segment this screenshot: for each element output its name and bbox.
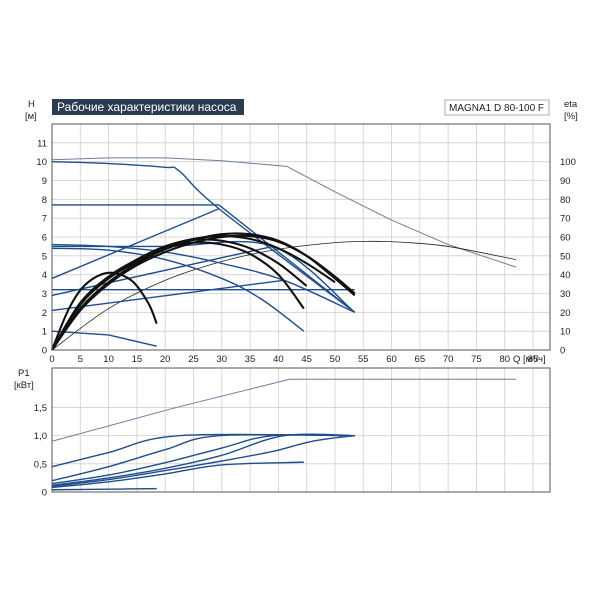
head-axis-label: H <box>28 99 35 110</box>
power-curve <box>51 461 304 489</box>
head-tick-label: 2 <box>42 308 47 319</box>
flow-tick-label: 0 <box>49 354 54 365</box>
flow-tick-label: 70 <box>443 354 454 365</box>
efficiency-curve <box>51 234 356 351</box>
eta-tick-label: 30 <box>560 289 571 300</box>
power-tick-label: 0,5 <box>34 459 47 470</box>
flow-tick-label: 50 <box>330 354 341 365</box>
chart-title: Рабочие характеристики насоса <box>57 100 237 114</box>
eta-tick-label: 80 <box>560 195 571 206</box>
efficiency-curve <box>51 271 158 351</box>
flow-tick-label: 80 <box>499 354 510 365</box>
twin-power-curve <box>51 378 517 442</box>
power-curve <box>51 433 355 486</box>
title-box <box>52 99 244 115</box>
power-curves <box>51 378 517 491</box>
head-tick-label: 5 <box>42 251 47 262</box>
power-axis-label: P1 <box>18 368 30 379</box>
head-curve <box>51 208 220 280</box>
eta-tick-label: 20 <box>560 308 571 319</box>
flow-tick-label: 5 <box>78 354 83 365</box>
eta-tick-label: 70 <box>560 214 571 225</box>
power-axis-unit: [кВт] <box>14 380 34 391</box>
head-and-efficiency-curves <box>51 157 517 351</box>
power-curve <box>51 434 355 488</box>
eta-tick-label: 100 <box>560 157 576 168</box>
head-tick-label: 9 <box>42 176 47 187</box>
efficiency-curve <box>51 235 336 351</box>
power-curve <box>51 433 355 468</box>
eta-axis-unit: [%] <box>564 111 578 122</box>
eta-tick-label: 10 <box>560 327 571 338</box>
power-tick-label: 0 <box>42 488 47 499</box>
flow-tick-label: 30 <box>216 354 227 365</box>
flow-tick-label: 75 <box>471 354 482 365</box>
power-tick-label: 1,5 <box>34 403 47 414</box>
flow-tick-label: 40 <box>273 354 284 365</box>
head-tick-label: 11 <box>37 138 47 149</box>
head-curve <box>51 279 285 312</box>
eta-axis-label: eta <box>564 99 578 110</box>
twin-efficiency-curve <box>51 240 517 351</box>
model-box <box>444 99 550 116</box>
power-tick-label: 1,0 <box>34 431 47 442</box>
eta-tick-label: 60 <box>560 233 571 244</box>
flow-tick-label: 60 <box>386 354 397 365</box>
flow-tick-label: 15 <box>132 354 143 365</box>
eta-tick-label: 40 <box>560 270 571 281</box>
head-curve <box>51 160 356 313</box>
flow-tick-label: 20 <box>160 354 171 365</box>
head-tick-label: 1 <box>42 327 47 338</box>
head-tick-label: 8 <box>42 195 47 206</box>
flow-tick-label: 35 <box>245 354 256 365</box>
power-curve <box>51 487 157 491</box>
head-tick-label: 3 <box>42 289 47 300</box>
flow-tick-label: 10 <box>103 354 114 365</box>
head-tick-label: 4 <box>42 270 47 281</box>
flow-tick-label: 25 <box>188 354 199 365</box>
head-curve <box>51 245 273 297</box>
head-tick-label: 10 <box>36 157 47 168</box>
flow-axis-label: Q [м³/ч] <box>513 354 546 365</box>
power-plot-frame <box>51 367 551 493</box>
head-grid: 0 5 10 15 20 25 30 35 40 45 50 55 60 65 70 75 80 85012345… <box>36 124 576 365</box>
flow-tick-label: 85 <box>528 354 539 365</box>
head-curve <box>51 330 157 347</box>
eta-tick-label: 50 <box>560 251 571 262</box>
head-tick-label: 0 <box>42 346 47 357</box>
flow-tick-label: 55 <box>358 354 369 365</box>
twin-head-curve <box>51 157 517 268</box>
head-plot-frame <box>51 123 551 351</box>
head-tick-label: 7 <box>42 214 47 225</box>
head-curve <box>52 204 356 313</box>
head-curve <box>51 243 356 313</box>
head-axis-unit: [м] <box>25 111 37 122</box>
head-curve <box>51 247 305 332</box>
head-tick-label: 6 <box>42 233 47 244</box>
flow-tick-label: 45 <box>301 354 312 365</box>
eta-tick-label: 90 <box>560 176 571 187</box>
model-label: MAGNA1 D 80-100 F <box>449 103 544 114</box>
eta-tick-label: 0 <box>560 346 565 357</box>
flow-tick-label: 65 <box>415 354 426 365</box>
